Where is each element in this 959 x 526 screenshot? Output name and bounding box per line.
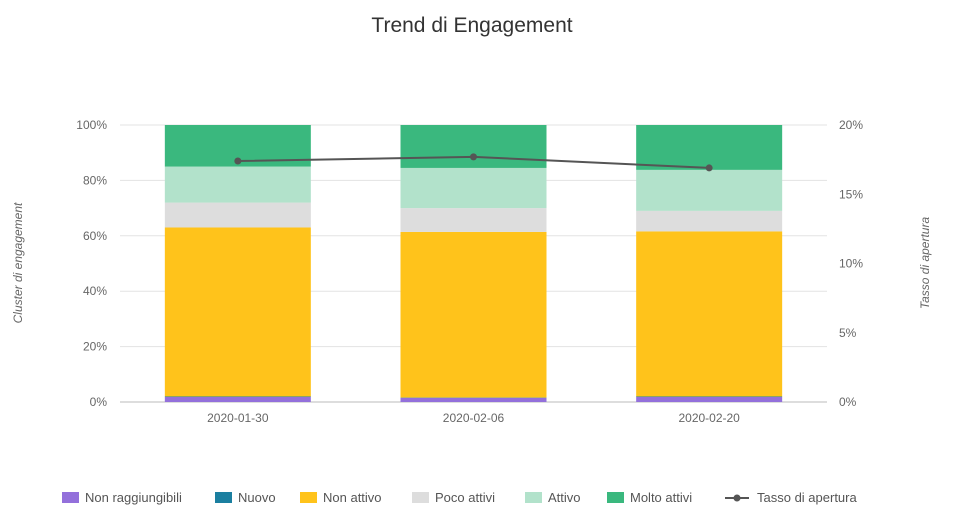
- x-tick-label: 2020-02-20: [678, 411, 740, 425]
- rate-point: [706, 164, 713, 171]
- legend-label: Nuovo: [238, 490, 276, 505]
- chart-title: Trend di Engagement: [371, 14, 572, 37]
- bar-segment: [636, 396, 782, 397]
- legend-swatch: [300, 492, 317, 503]
- bar-segment: [165, 167, 311, 203]
- y2-tick-label: 15%: [839, 187, 863, 201]
- bar-segment: [401, 208, 547, 232]
- bar-segment: [636, 170, 782, 211]
- legend-swatch: [607, 492, 624, 503]
- bar-segment: [165, 203, 311, 228]
- rate-point: [470, 153, 477, 160]
- bar-segment: [636, 231, 782, 396]
- y-tick-label: 0%: [90, 395, 108, 409]
- legend-label: Non raggiungibili: [85, 490, 182, 505]
- legend: Non raggiungibili Nuovo Non attivo Poco att…: [62, 490, 857, 505]
- legend-label: Molto attivi: [630, 490, 692, 505]
- bar-segment: [401, 125, 547, 168]
- y2-tick-label: 10%: [839, 257, 863, 271]
- y-tick-label: 100%: [76, 118, 107, 132]
- legend-line-marker: [734, 495, 741, 502]
- y-tick-label: 40%: [83, 284, 107, 298]
- legend-label: Tasso di apertura: [757, 490, 857, 505]
- rate-point: [234, 158, 241, 165]
- bar-segment: [165, 397, 311, 402]
- y2-tick-label: 20%: [839, 118, 863, 132]
- bar-segment: [401, 398, 547, 402]
- y-axis-title: Cluster di engagement: [11, 202, 25, 323]
- y-tick-label: 20%: [83, 340, 107, 354]
- y2-tick-label: 5%: [839, 326, 857, 340]
- y-tick-label: 60%: [83, 229, 107, 243]
- y-tick-label: 80%: [83, 173, 107, 187]
- bar-segment: [636, 211, 782, 231]
- legend-label: Non attivo: [323, 490, 382, 505]
- bar-segment: [401, 232, 547, 398]
- x-tick-label: 2020-01-30: [207, 411, 269, 425]
- bar-segment: [165, 396, 311, 397]
- legend-swatch: [412, 492, 429, 503]
- legend-label: Attivo: [548, 490, 581, 505]
- legend-swatch: [215, 492, 232, 503]
- legend-label: Poco attivi: [435, 490, 495, 505]
- bar-segment: [165, 227, 311, 396]
- bar-segment: [636, 125, 782, 170]
- legend-swatch: [62, 492, 79, 503]
- x-tick-label: 2020-02-06: [443, 411, 505, 425]
- y2-axis-title: Tasso di apertura: [918, 217, 932, 310]
- bar-segment: [401, 168, 547, 208]
- y2-tick-label: 0%: [839, 395, 857, 409]
- bar-segment: [636, 397, 782, 402]
- legend-swatch: [525, 492, 542, 503]
